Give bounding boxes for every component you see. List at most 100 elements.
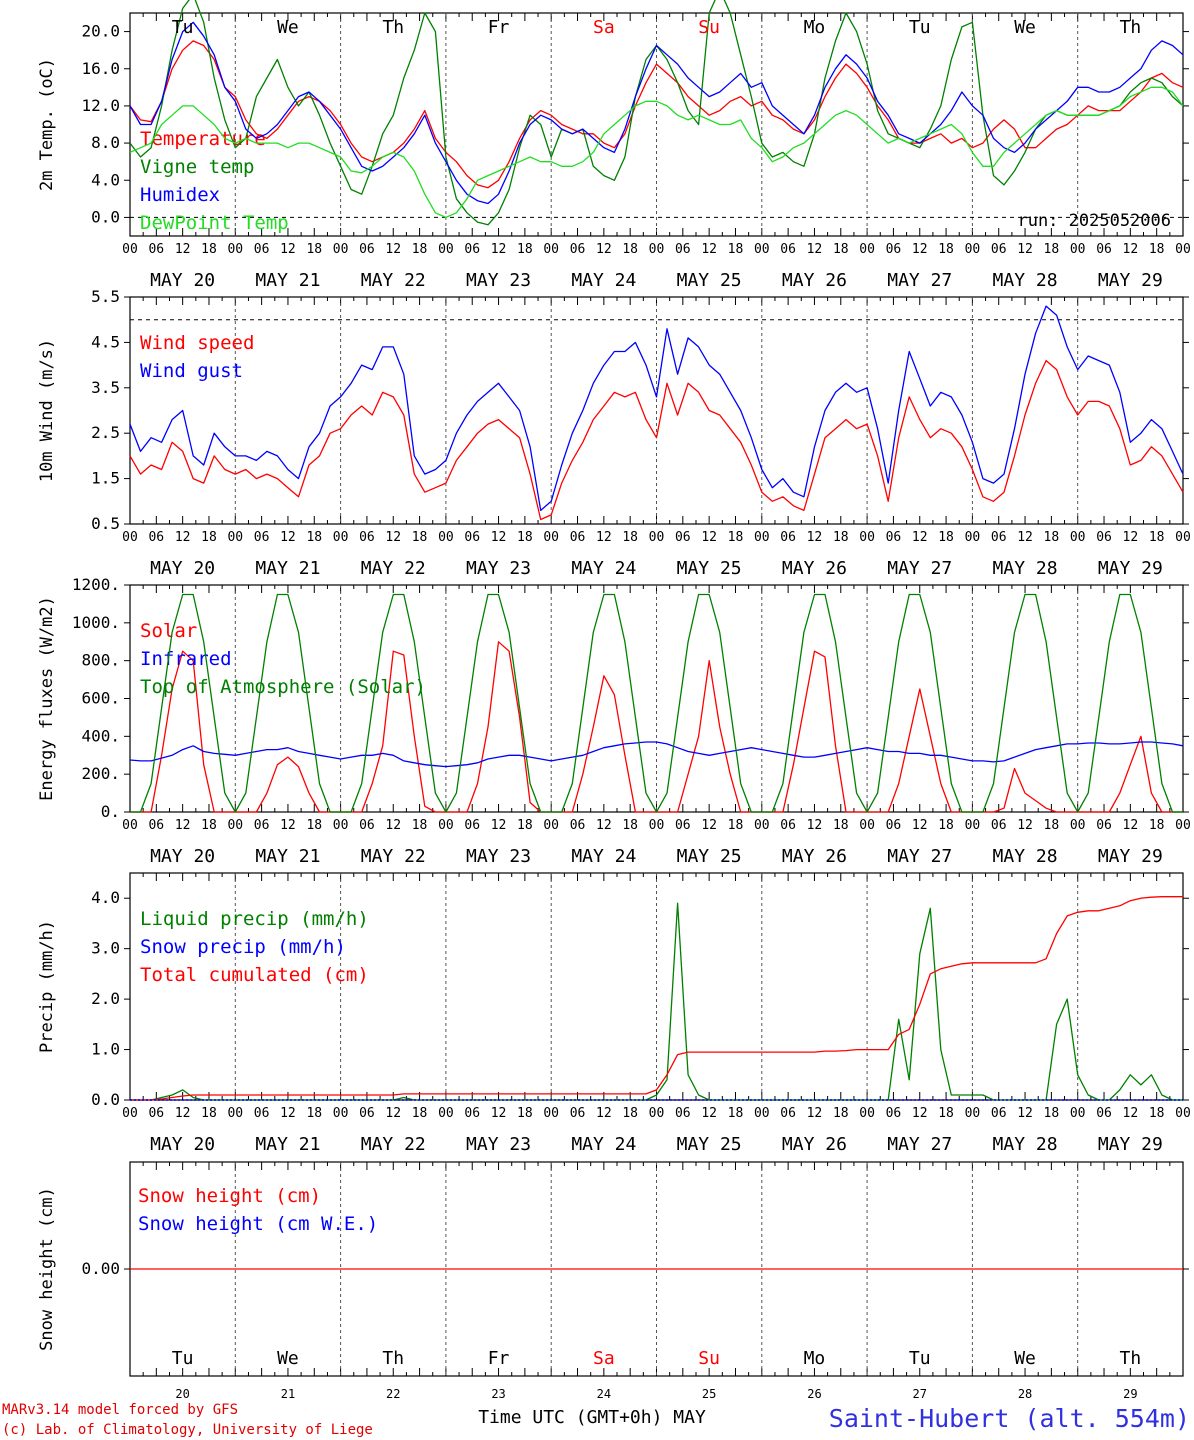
- hour-label: 18: [938, 1106, 954, 1121]
- hour-label: 06: [148, 1106, 164, 1121]
- footer-model-line: MARv3.14 model forced by GFS: [2, 1402, 238, 1418]
- hour-label: 06: [464, 818, 480, 833]
- y-tick-label: 400.: [81, 726, 120, 745]
- hour-label: 00: [649, 242, 665, 257]
- hour-label: 18: [1044, 242, 1060, 257]
- hour-label: 12: [807, 1106, 823, 1121]
- weekday-label: Th: [1120, 17, 1142, 38]
- hour-label: 06: [359, 530, 375, 545]
- y-tick-label: 1200.: [72, 575, 120, 594]
- date-label: MAY 23: [466, 270, 531, 291]
- weekday-label: Fr: [488, 17, 510, 38]
- date-label: MAY 24: [571, 1134, 636, 1155]
- hour-label: 06: [148, 530, 164, 545]
- hour-label: 00: [1175, 530, 1191, 545]
- panel-3: 0. 200. 400. 600. 800. 1000. 1200. Energy fluxe…: [37, 575, 1191, 867]
- hour-label: 00: [122, 1106, 138, 1121]
- series-line-wind-speed: [129, 359, 1184, 521]
- y-tick-label: 12.0: [81, 96, 120, 115]
- hour-label: 18: [412, 530, 428, 545]
- hour-label: 06: [886, 818, 902, 833]
- hour-label: 18: [728, 530, 744, 545]
- hour-label: 06: [570, 242, 586, 257]
- hour-label: 12: [385, 242, 401, 257]
- hour-label: 12: [596, 1106, 612, 1121]
- hour-label: 06: [991, 530, 1007, 545]
- series-line-total-cumulated-cm-: [130, 896, 1183, 1101]
- date-label: MAY 26: [782, 270, 847, 291]
- y-tick-label: 0.0: [91, 1090, 120, 1109]
- date-label: MAY 22: [361, 846, 426, 867]
- hour-label: 18: [938, 242, 954, 257]
- weekday-label: Tu: [909, 1348, 931, 1369]
- y-tick-label: 8.0: [91, 133, 120, 152]
- y-tick-label: 5.5: [91, 287, 120, 306]
- hour-label: 12: [701, 530, 717, 545]
- hour-label: 06: [148, 242, 164, 257]
- hour-label: 00: [438, 530, 454, 545]
- hour-label: 06: [1096, 242, 1112, 257]
- hour-label: 18: [833, 1106, 849, 1121]
- hour-label: 12: [596, 242, 612, 257]
- hour-label: 06: [1096, 530, 1112, 545]
- hour-label: 12: [175, 242, 191, 257]
- weekday-label: Sa: [593, 1348, 615, 1369]
- day-number: 22: [386, 1387, 400, 1401]
- hour-label: 00: [965, 242, 981, 257]
- y-tick-label: 4.0: [91, 888, 120, 907]
- hour-label: 12: [280, 530, 296, 545]
- legend-solar: Solar: [140, 620, 197, 642]
- weekday-label: Fr: [488, 1348, 510, 1369]
- hour-label: 00: [859, 818, 875, 833]
- y-tick-label: 200.: [81, 764, 120, 783]
- date-label: MAY 21: [255, 846, 320, 867]
- hour-label: 12: [385, 1106, 401, 1121]
- x-axis-title: Time UTC (GMT+0h) MAY: [478, 1407, 706, 1428]
- y-axis-title: Energy fluxes (W/m2): [37, 596, 57, 801]
- panel-2: 0.5 1.5 2.5 3.5 4.5 5.5 10m Wind (m/s) Wind spe…: [37, 287, 1191, 579]
- hour-label: 12: [912, 1106, 928, 1121]
- hour-label: 06: [1096, 818, 1112, 833]
- y-tick-label: 1.5: [91, 469, 120, 488]
- date-label: MAY 27: [887, 846, 952, 867]
- hour-label: 06: [464, 242, 480, 257]
- series-line-infrared: [129, 741, 1184, 768]
- day-number: 20: [175, 1387, 189, 1401]
- hour-label: 06: [991, 242, 1007, 257]
- hour-label: 00: [1070, 818, 1086, 833]
- hour-label: 12: [1017, 242, 1033, 257]
- y-tick-label: 0.0: [91, 207, 120, 226]
- weekday-label: Tu: [172, 1348, 194, 1369]
- date-label: MAY 20: [150, 558, 215, 579]
- hour-label: 00: [649, 1106, 665, 1121]
- hour-label: 00: [333, 242, 349, 257]
- hour-label: 18: [622, 242, 638, 257]
- hour-label: 00: [754, 530, 770, 545]
- date-label: MAY 20: [150, 846, 215, 867]
- footer: MARv3.14 model forced by GFS (c) Lab. of …: [2, 1402, 1190, 1438]
- date-label: MAY 20: [150, 270, 215, 291]
- hour-label: 00: [965, 530, 981, 545]
- date-label: MAY 29: [1098, 558, 1163, 579]
- hour-label: 12: [1123, 530, 1139, 545]
- date-label: MAY 25: [677, 846, 742, 867]
- hour-label: 06: [780, 242, 796, 257]
- hour-label: 18: [412, 818, 428, 833]
- hour-label: 12: [807, 530, 823, 545]
- y-axis-title: 10m Wind (m/s): [37, 339, 57, 482]
- day-number: 25: [702, 1387, 716, 1401]
- date-label: MAY 25: [677, 270, 742, 291]
- hour-label: 06: [570, 1106, 586, 1121]
- date-label: MAY 27: [887, 1134, 952, 1155]
- day-number: 21: [281, 1387, 295, 1401]
- hour-label: 06: [675, 530, 691, 545]
- date-label: MAY 22: [361, 1134, 426, 1155]
- y-tick-label: 0.: [101, 802, 120, 821]
- series-line-solar: [130, 641, 1183, 813]
- hour-label: 00: [859, 530, 875, 545]
- hour-label: 12: [701, 818, 717, 833]
- hour-label: 00: [227, 818, 243, 833]
- hour-label: 12: [385, 530, 401, 545]
- hour-label: 06: [464, 1106, 480, 1121]
- hour-label: 00: [333, 530, 349, 545]
